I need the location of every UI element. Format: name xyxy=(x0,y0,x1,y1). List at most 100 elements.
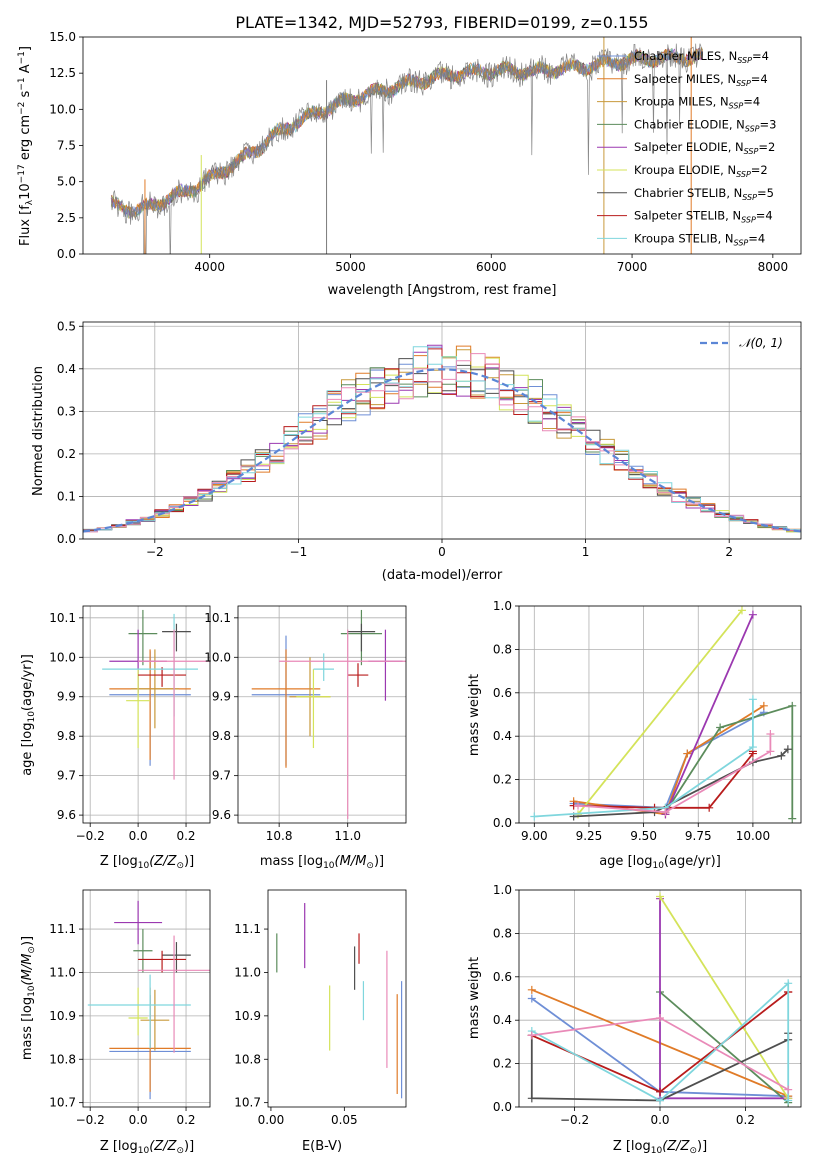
mwz-marker-kroupa-stelib xyxy=(784,1096,793,1105)
massz-ytick-label: 10.7 xyxy=(49,1096,76,1110)
spectrum-ytick-label: 5.0 xyxy=(57,175,76,189)
massz-frame xyxy=(82,889,211,1108)
mass-weight-vs-age-panel: 9.00 9.25 9.50 9.75 10.00 0.0 0.2 0.4 0.6 0.8 1.0 xyxy=(493,599,802,843)
spectrum-ytick-label: 15.0 xyxy=(49,30,76,44)
agez-point-salpeter-stelib xyxy=(138,667,187,687)
legend-label: Salpeter ELODIE, NSSP=2 xyxy=(634,140,775,156)
mwage-x-label: age [log10(age/yr)] xyxy=(599,854,721,871)
agem-ytick-label: 9.7 xyxy=(212,769,231,783)
massz-ytick-label: 11.1 xyxy=(49,922,76,936)
massz-point-kroupa-miles xyxy=(140,989,170,1051)
spectrum-ytick-label: 2.5 xyxy=(57,211,76,225)
age-vs-mass-panel: 10.8 11.0 9.6 9.7 9.8 9.9 10.0 10.1 xyxy=(204,605,407,843)
mwage-marker-chabrier-elodie xyxy=(716,723,725,732)
agez-point-salpeter-miles xyxy=(109,649,191,760)
residuals-y-label: Normed distribution xyxy=(31,366,46,496)
legend-label: Chabrier MILES, NSSP=4 xyxy=(634,49,769,65)
masse-frame xyxy=(267,889,407,1108)
mwage-line-chabrier-miles xyxy=(573,711,765,809)
massz-point-chabrier-elodie xyxy=(133,929,153,973)
mwz-marker-salpeter-stelib xyxy=(656,1087,664,1096)
agez-point-kroupa-elodie xyxy=(126,669,151,749)
residuals-frame xyxy=(82,321,802,540)
mwage-xtick-label: 9.75 xyxy=(685,829,712,843)
mwz-marker-pink xyxy=(784,1085,793,1094)
residuals-ticks: −2 −1 0 1 2 0.0 0.1 0.2 0.3 0.4 0.5 xyxy=(57,319,733,559)
agez-point-kroupa-miles xyxy=(130,649,179,729)
spectrum-line-chabrier-elodie xyxy=(110,48,703,217)
massz-ytick-label: 11.0 xyxy=(49,965,76,979)
residuals-ytick-label: 0.3 xyxy=(57,404,76,418)
residual-histogram-kroupa-stelib xyxy=(83,346,801,532)
mwage-xtick-label: 10.00 xyxy=(736,829,770,843)
mwz-marker-chabrier-miles xyxy=(527,994,536,1003)
mwage-marker-pink xyxy=(766,747,775,756)
masse-ytick-label: 10.8 xyxy=(234,1052,261,1066)
agez-point-chabrier-elodie xyxy=(128,609,158,666)
mwage-ytick-label: 0.6 xyxy=(493,686,512,700)
masse-ytick-label: 10.9 xyxy=(234,1009,261,1023)
mwz-line-chabrier-elodie xyxy=(659,991,789,1104)
mwage-marker-pink xyxy=(574,801,583,810)
residuals-xtick-label: 1 xyxy=(582,545,590,559)
mwz-xtick-label: −0.2 xyxy=(560,1113,589,1127)
mwz-ytick-label: 0.0 xyxy=(493,1100,512,1114)
agez-point-pink xyxy=(138,629,210,780)
agez-grid xyxy=(83,606,210,823)
spectrum-lines xyxy=(110,37,703,254)
age-vs-metallicity-panel: −0.2 0.0 0.2 9.6 9.7 9.8 9.9 10.0 10.1 xyxy=(49,605,211,843)
massz-point-salpeter-stelib xyxy=(138,950,187,973)
mwz-line-kroupa-stelib xyxy=(531,981,790,1102)
spectrum-xtick-label: 5000 xyxy=(335,260,366,274)
mwage-ticks: 9.00 9.25 9.50 9.75 10.00 0.0 0.2 0.4 0.6 0.8 1.0 xyxy=(493,599,770,843)
mwage-xtick-label: 9.00 xyxy=(521,829,548,843)
spectrum-xtick-label: 8000 xyxy=(758,260,789,274)
legend-label: Salpeter MILES, NSSP=4 xyxy=(634,72,768,88)
mwage-marker-salpeter-miles xyxy=(683,749,692,758)
legend-label: Kroupa MILES, NSSP=4 xyxy=(634,95,760,111)
legend-label: Kroupa STELIB, NSSP=4 xyxy=(634,231,765,247)
agem-point-pink xyxy=(279,629,406,820)
mwage-marker-chabrier-stelib xyxy=(783,745,792,754)
mwage-marker-kroupa-stelib xyxy=(530,812,539,821)
spectrum-xtick-label: 4000 xyxy=(194,260,225,274)
spectrum-legend-entry: Kroupa STELIB, NSSP=4 xyxy=(597,231,765,247)
residuals-ytick-label: 0.0 xyxy=(57,532,76,546)
mwz-ytick-label: 0.4 xyxy=(493,1013,512,1027)
residuals-histograms xyxy=(83,344,801,533)
spectrum-line-salpeter-miles xyxy=(110,47,703,219)
mwz-marker-salpeter-miles xyxy=(527,985,536,994)
spectrum-y-label: Flux [fλ10−17 erg cm−2 s−1 A−1] xyxy=(17,46,35,246)
mwz-marker-pink xyxy=(656,1014,664,1023)
mwz-ytick-label: 0.6 xyxy=(493,970,512,984)
agem-grid xyxy=(238,606,406,823)
gaussian-curve xyxy=(83,368,801,533)
spectrum-legend-entry: Salpeter STELIB, NSSP=4 xyxy=(597,209,773,225)
residual-histogram-salpeter-stelib xyxy=(83,348,801,532)
mwz-frame xyxy=(518,889,802,1108)
mwage-marker-kroupa-elodie xyxy=(737,606,746,615)
agez-ytick-label: 9.9 xyxy=(57,690,76,704)
residuals-x-label: (data-model)/error xyxy=(382,568,503,583)
spectrum-ticks: 4000 5000 6000 7000 8000 0.0 2.5 5.0 7.5 10.0 12.5… xyxy=(49,30,788,274)
spectrum-ytick-label: 12.5 xyxy=(49,66,76,80)
spectrum-legend-entry: Kroupa MILES, NSSP=4 xyxy=(597,95,760,111)
massz-point-kroupa-elodie xyxy=(128,987,148,1036)
spectrum-ytick-label: 7.5 xyxy=(57,139,76,153)
agem-xtick-label: 10.8 xyxy=(266,829,293,843)
mwage-marker-pink xyxy=(766,730,775,739)
spectrum-ytick-label: 10.0 xyxy=(49,102,76,116)
mwz-marker-kroupa-elodie xyxy=(656,892,664,901)
agem-point-salpeter-elodie xyxy=(368,629,403,701)
mwage-ytick-label: 0.2 xyxy=(493,773,512,787)
masse-xtick-label: 0.05 xyxy=(331,1113,358,1127)
legend-label: Chabrier ELODIE, NSSP=3 xyxy=(634,117,776,133)
residuals-xtick-label: 2 xyxy=(725,545,733,559)
agem-point-salpeter-miles xyxy=(251,649,321,768)
residuals-histogram-panel: −2 −1 0 1 2 0.0 0.1 0.2 0.3 0.4 0.5 𝒩(0, 1) xyxy=(57,319,802,559)
residuals-ytick-label: 0.5 xyxy=(57,319,76,333)
agem-ytick-label: 9.8 xyxy=(212,729,231,743)
residuals-xtick-label: 0 xyxy=(438,545,446,559)
agem-ytick-label: 10.0 xyxy=(204,650,231,664)
massz-ytick-label: 10.8 xyxy=(49,1052,76,1066)
